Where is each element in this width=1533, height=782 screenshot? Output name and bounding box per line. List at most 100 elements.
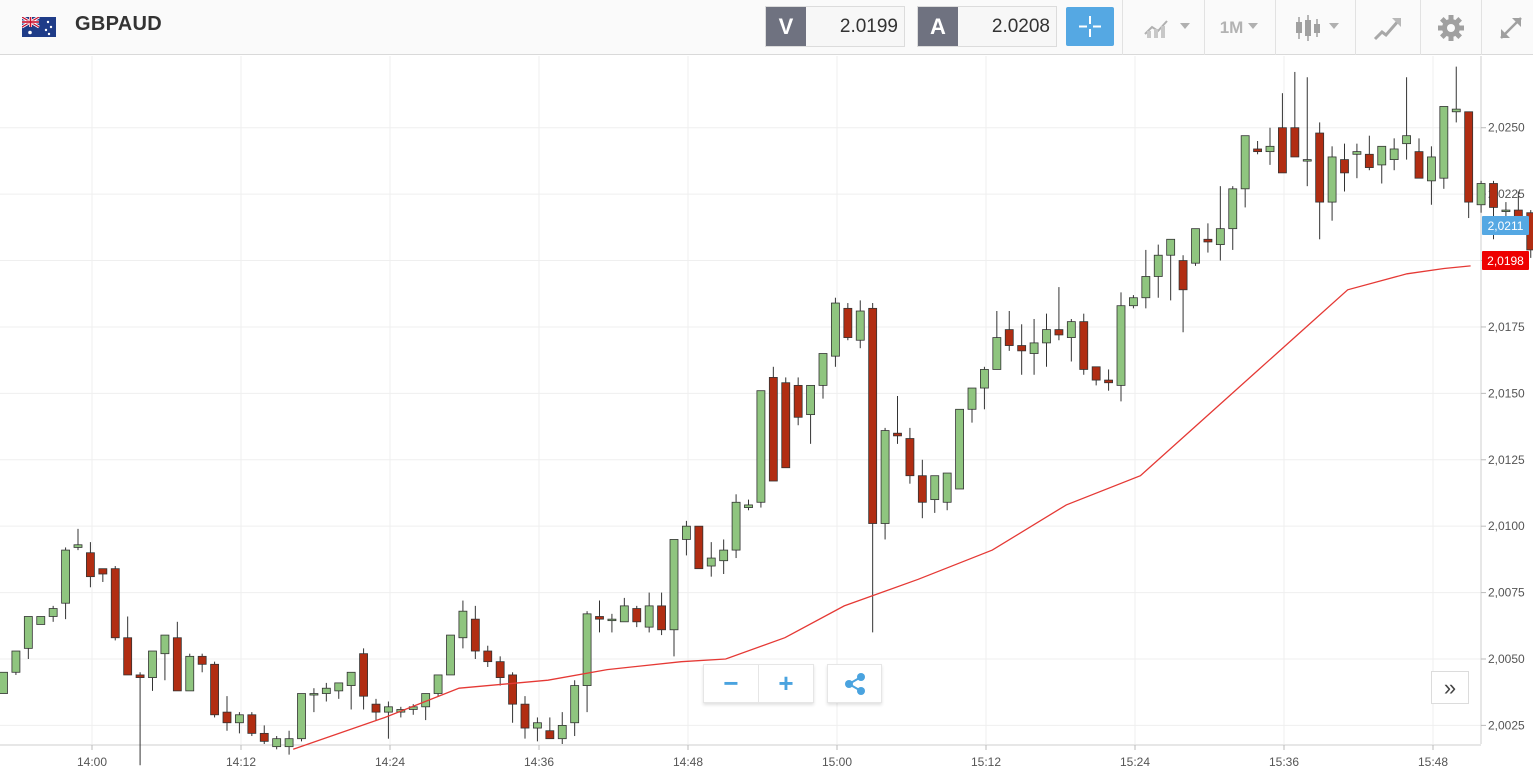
candle <box>917 459 927 519</box>
candle-type-button[interactable] <box>1282 0 1348 55</box>
candle-body <box>210 663 219 716</box>
candle <box>1178 255 1188 333</box>
candle-body <box>446 634 455 676</box>
candle <box>247 712 257 737</box>
candle-body <box>197 655 207 665</box>
candle-body <box>557 725 567 740</box>
toolbar-divider <box>1275 0 1276 55</box>
candle-body <box>185 655 195 692</box>
candle-body <box>992 337 1002 370</box>
candle-body <box>36 616 46 625</box>
candle-body <box>73 544 83 548</box>
candle <box>86 542 95 588</box>
candle-body <box>533 722 542 729</box>
chevron-down-icon <box>1179 22 1190 29</box>
candle-body <box>371 703 381 713</box>
candle <box>1116 292 1126 402</box>
candle-body <box>1240 135 1250 190</box>
candle-body <box>818 353 828 386</box>
candle <box>1439 106 1449 189</box>
buy-quote-button[interactable]: A 2.0208 <box>917 6 1057 47</box>
candle <box>1228 186 1238 250</box>
candle <box>806 384 815 444</box>
chevron-down-icon <box>1248 22 1259 29</box>
time-tick-label: 14:48 <box>673 755 703 769</box>
candle <box>570 680 580 737</box>
drawing-tools-button[interactable] <box>1360 0 1416 55</box>
candle <box>470 605 480 659</box>
candle <box>942 472 952 511</box>
candle <box>1265 127 1275 165</box>
price-tick-label: 2,0050 <box>1488 652 1525 666</box>
candle <box>533 717 542 742</box>
candle <box>744 499 753 511</box>
chart-type-button[interactable] <box>1132 0 1198 55</box>
candle-body <box>172 637 182 692</box>
expand-icon <box>1499 16 1522 39</box>
candle-body <box>110 568 120 639</box>
scroll-forward-button[interactable]: » <box>1431 671 1469 704</box>
time-tick-label: 15:12 <box>971 755 1001 769</box>
price-tick-label: 2,0025 <box>1488 718 1525 732</box>
time-axis: 14:00 14:12 14:24 14:36 14:48 15:00 15:12 15:24… <box>77 745 1448 769</box>
candle <box>682 520 691 556</box>
sell-quote-button[interactable]: V 2.0199 <box>765 6 905 47</box>
candle <box>148 650 157 691</box>
fullscreen-button[interactable] <box>1488 0 1533 55</box>
candle-body <box>570 685 580 724</box>
candle-body <box>520 703 530 729</box>
candle <box>110 566 120 641</box>
zoom-in-button[interactable]: + <box>778 668 794 698</box>
candle-body <box>843 307 853 338</box>
candle-body <box>1079 321 1089 370</box>
settings-button[interactable] <box>1426 0 1476 55</box>
candle-body <box>1265 145 1275 153</box>
candle-body <box>1427 156 1436 182</box>
candle <box>694 525 704 570</box>
time-tick-label: 15:00 <box>822 755 852 769</box>
candle-body <box>793 384 803 418</box>
time-tick-label: 14:12 <box>226 755 256 769</box>
candle <box>421 693 431 721</box>
candle-body <box>1042 329 1051 344</box>
candle <box>1278 93 1287 174</box>
candle-body <box>384 706 393 713</box>
candle <box>1017 324 1027 375</box>
candle <box>1315 122 1325 240</box>
candle <box>768 366 778 482</box>
candle <box>1253 141 1262 155</box>
candle <box>607 613 617 633</box>
candle <box>495 656 505 686</box>
period-label: 1M <box>1219 17 1244 37</box>
last-price-badge: 2,0211 <box>1482 216 1529 235</box>
candle <box>1215 186 1225 261</box>
candle <box>1166 238 1176 301</box>
candle <box>930 475 940 513</box>
time-tick-label: 14:00 <box>77 755 107 769</box>
candle-body <box>1414 151 1424 179</box>
candle-body <box>272 738 282 748</box>
sell-label: V <box>766 7 806 46</box>
toolbar: GBPAUD V 2.0199 A 2.0208 1M <box>0 0 1533 55</box>
candle <box>73 528 83 551</box>
candle-body <box>607 618 617 622</box>
price-chart[interactable]: 2,0025 2,0050 2,0075 2,0100 2,0125 2,0150 2,01… <box>0 56 1533 782</box>
candle-body <box>1104 379 1113 384</box>
candle <box>1240 135 1250 208</box>
candle-body <box>1129 297 1138 307</box>
price-tick-label: 2,0125 <box>1488 453 1525 467</box>
candle <box>1451 66 1461 123</box>
time-tick-label: 15:24 <box>1120 755 1150 769</box>
zoom-out-button[interactable]: − <box>723 668 739 698</box>
candle-body <box>1439 106 1449 179</box>
candle-body <box>123 637 133 676</box>
candle-body <box>148 650 157 678</box>
candle <box>371 698 381 721</box>
period-selector[interactable]: 1M <box>1208 0 1270 55</box>
candle-body <box>359 653 368 697</box>
candle-body <box>1166 238 1176 256</box>
candle-body <box>831 302 840 357</box>
candle-body <box>160 634 170 655</box>
share-button[interactable] <box>827 664 882 703</box>
crosshair-button[interactable] <box>1066 7 1114 46</box>
